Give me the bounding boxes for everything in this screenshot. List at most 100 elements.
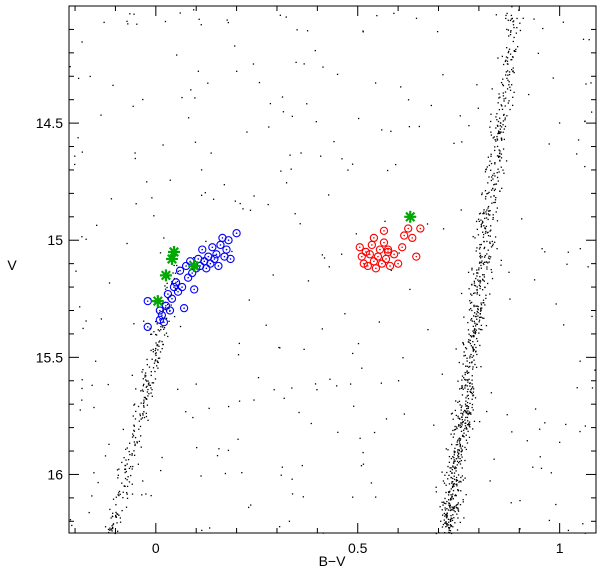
field-star <box>501 105 503 107</box>
field-star <box>79 306 81 308</box>
field-star <box>288 520 291 522</box>
field-star <box>537 52 540 55</box>
open-circle-center <box>375 267 377 270</box>
open-circle-center <box>223 255 226 258</box>
field-star <box>460 454 463 456</box>
field-star <box>142 414 144 416</box>
open-circle-point <box>412 252 421 261</box>
field-star <box>85 320 87 322</box>
field-star <box>454 460 456 462</box>
field-star <box>445 491 447 494</box>
field-star <box>465 397 467 399</box>
field-star <box>478 267 480 269</box>
field-star <box>127 23 129 25</box>
field-star <box>459 388 461 390</box>
field-star <box>451 508 453 511</box>
field-star <box>473 420 476 422</box>
field-star <box>458 361 460 364</box>
field-star <box>513 49 515 52</box>
field-star <box>468 339 470 341</box>
field-star <box>148 384 150 386</box>
field-star <box>466 371 468 373</box>
field-star <box>452 481 454 483</box>
field-star <box>584 120 586 123</box>
field-star <box>466 442 469 444</box>
open-circle-center <box>373 237 375 239</box>
field-star <box>253 195 255 197</box>
field-star <box>460 412 462 414</box>
field-star <box>481 222 483 224</box>
field-star <box>519 499 521 502</box>
field-star <box>398 252 400 254</box>
field-star <box>112 498 115 500</box>
field-star <box>562 21 565 23</box>
field-star <box>376 14 378 17</box>
field-star <box>467 329 470 331</box>
field-star <box>149 384 151 387</box>
field-star <box>457 507 459 509</box>
field-star <box>466 365 468 367</box>
field-star <box>465 416 467 419</box>
field-star <box>452 477 454 480</box>
field-star <box>344 313 346 315</box>
field-star <box>200 194 203 196</box>
field-star <box>454 510 456 513</box>
field-star <box>125 448 127 451</box>
field-star <box>450 488 452 490</box>
field-star <box>136 442 138 444</box>
field-star <box>282 111 285 113</box>
field-star <box>435 486 437 488</box>
field-star <box>497 180 499 182</box>
open-circle-point <box>177 282 187 292</box>
field-star <box>452 483 455 485</box>
field-star <box>126 497 129 499</box>
field-star <box>491 245 494 247</box>
field-star <box>133 425 136 427</box>
field-star <box>81 387 83 390</box>
field-star <box>446 512 448 514</box>
field-star <box>460 292 463 295</box>
open-circle-point <box>359 259 368 268</box>
field-star <box>151 382 153 384</box>
field-star <box>486 410 488 413</box>
field-star <box>480 307 482 309</box>
field-star <box>134 443 136 445</box>
field-star <box>467 413 469 416</box>
field-star <box>468 366 470 368</box>
field-star <box>487 257 490 259</box>
field-star <box>362 451 364 454</box>
field-star <box>485 297 487 300</box>
field-star <box>155 352 157 354</box>
field-star <box>480 226 482 228</box>
field-star <box>479 344 481 347</box>
field-star <box>445 502 447 505</box>
field-star <box>250 504 252 506</box>
field-star <box>472 395 474 397</box>
field-star <box>227 21 229 24</box>
field-star <box>490 120 492 123</box>
field-star <box>132 433 134 435</box>
open-circle-center <box>211 246 214 249</box>
field-star <box>519 528 521 530</box>
field-star <box>108 282 111 284</box>
field-star <box>472 428 474 430</box>
field-star <box>479 256 481 258</box>
field-star <box>470 345 473 347</box>
open-circle-center <box>360 255 363 258</box>
field-star <box>147 395 149 397</box>
open-circle-point <box>198 245 207 254</box>
field-star <box>511 68 513 71</box>
field-star <box>143 401 145 403</box>
field-star <box>268 126 270 128</box>
field-star <box>495 116 497 118</box>
open-circle-point <box>143 322 152 332</box>
field-star <box>478 328 480 330</box>
field-star <box>457 509 459 511</box>
field-star <box>460 476 462 479</box>
open-circle-point <box>365 250 375 259</box>
field-star <box>494 201 496 204</box>
field-star <box>145 493 147 495</box>
field-star <box>460 451 462 453</box>
field-star <box>117 477 119 479</box>
field-star <box>129 442 131 444</box>
